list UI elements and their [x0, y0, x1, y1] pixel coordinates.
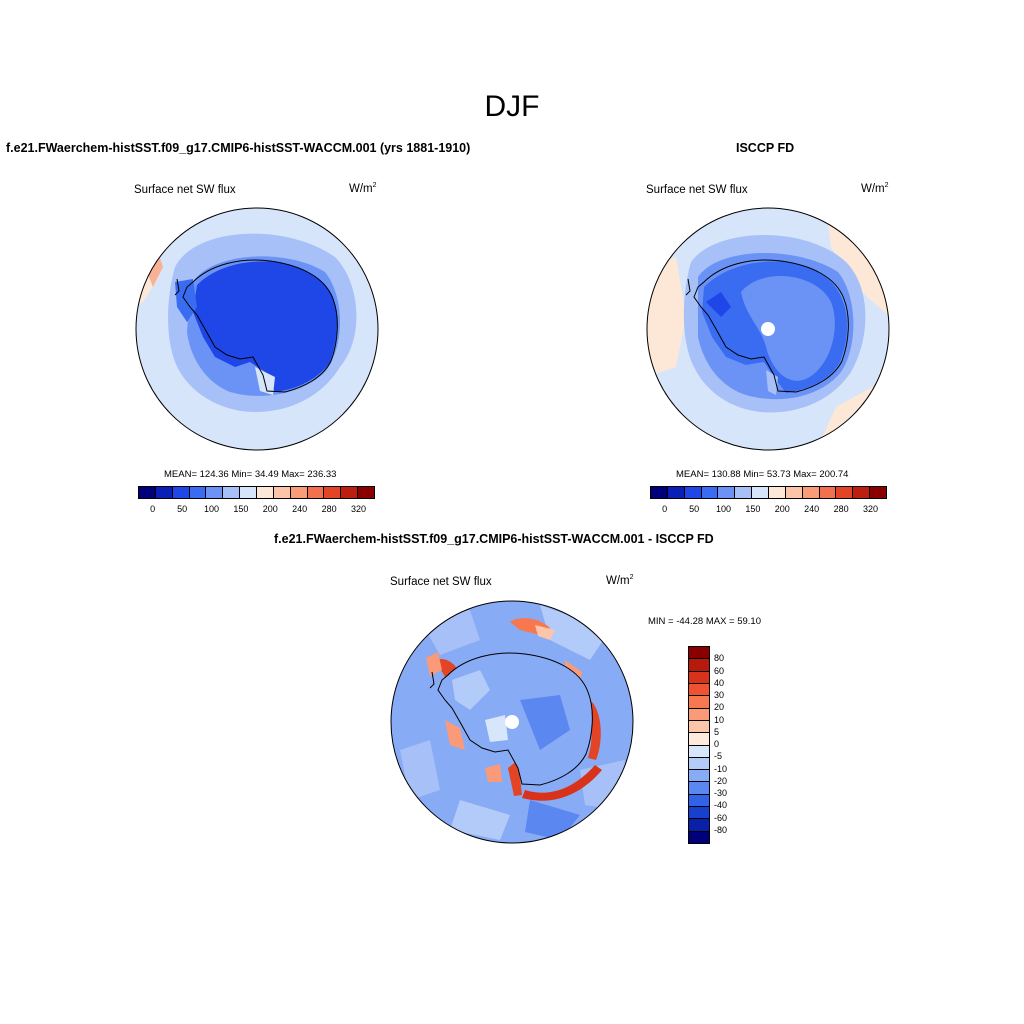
colorbar-cell [155, 487, 173, 498]
panel-3-title: f.e21.FWaerchem-histSST.f09_g17.CMIP6-hi… [274, 532, 714, 546]
panel-2-stats: MEAN= 130.88 Min= 53.73 Max= 200.74 [676, 469, 849, 480]
colorbar-cell [689, 831, 709, 843]
panel-1-stats: MEAN= 124.36 Min= 34.49 Max= 236.33 [164, 469, 337, 480]
colorbar-cell [689, 757, 709, 771]
colorbar-cell [240, 487, 258, 498]
colorbar-cell [785, 487, 803, 498]
panel-2-colorbar-labels: 0 50 100 150 200 240 280 320 [650, 504, 885, 516]
panel-3-colorbar [688, 646, 710, 844]
colorbar-cell [689, 671, 709, 684]
panel-1-colorbar-label: 100 [203, 504, 220, 514]
panel-3-units: W/m2 [606, 574, 634, 587]
colorbar-cell [139, 487, 156, 498]
colorbar-cell [651, 487, 668, 498]
colorbar-cell [689, 659, 709, 672]
colorbar-cell [689, 733, 709, 746]
colorbar-cell [769, 487, 786, 498]
colorbar-cell [870, 487, 887, 498]
panel-2-variable-label: Surface net SW flux [646, 184, 748, 196]
colorbar-cell [684, 487, 702, 498]
panel-1-colorbar-labels: 0 50 100 150 200 240 280 320 [138, 504, 373, 516]
panel-1-colorbar-label: 280 [321, 504, 337, 514]
panel-2-colorbar-label: 150 [745, 504, 761, 514]
panel-1-polar-map [135, 207, 379, 451]
panel-1-colorbar-label: 240 [292, 504, 308, 514]
colorbar-cell [206, 487, 224, 498]
panel-1-colorbar-label: 320 [350, 504, 367, 514]
panel-1-variable-label: Surface net SW flux [134, 184, 236, 196]
panel-2-colorbar-label: 320 [862, 504, 879, 514]
panel-2-colorbar-label: 0 [662, 504, 668, 514]
panel-2-title: ISCCP FD [736, 141, 795, 155]
panel-3-colorbar-label: -5 [714, 751, 723, 762]
panel-3-colorbar-label: 5 [714, 726, 720, 737]
colorbar-cell [307, 487, 325, 498]
colorbar-cell [223, 487, 241, 498]
colorbar-cell [735, 487, 753, 498]
panel-1-colorbar-label: 50 [177, 504, 188, 514]
colorbar-cell [189, 487, 207, 498]
panel-3-colorbar-label: 80 [714, 653, 725, 664]
colorbar-cell [689, 794, 709, 808]
panel-2-colorbar-label: 50 [689, 504, 700, 514]
colorbar-cell [689, 770, 709, 783]
panel-2-colorbar-label: 240 [804, 504, 820, 514]
panel-1-colorbar-label: 0 [150, 504, 156, 514]
panel-1-units: W/m2 [349, 182, 377, 195]
colorbar-cell [172, 487, 190, 498]
colorbar-cell [752, 487, 770, 498]
panel-1-colorbar [138, 486, 375, 499]
colorbar-cell [689, 696, 709, 709]
panel-3-colorbar-label: 30 [714, 690, 725, 700]
panel-1-colorbar-label: 150 [233, 504, 249, 514]
panel-2-units: W/m2 [861, 182, 889, 195]
colorbar-cell [689, 807, 709, 820]
panel-3-variable-label: Surface net SW flux [390, 576, 492, 588]
colorbar-cell [689, 708, 709, 721]
panel-3-colorbar-label: 60 [714, 665, 725, 676]
colorbar-cell [836, 487, 854, 498]
colorbar-cell [689, 745, 709, 758]
colorbar-cell [853, 487, 871, 498]
panel-3-colorbar-label: 20 [714, 702, 725, 713]
panel-2-colorbar-label: 100 [715, 504, 732, 514]
colorbar-cell [689, 683, 709, 697]
colorbar-cell [290, 487, 308, 498]
panel-3-colorbar-label: -10 [714, 763, 728, 774]
panel-3-colorbar-label: -60 [714, 812, 728, 823]
colorbar-cell [324, 487, 342, 498]
colorbar-cell [689, 647, 709, 660]
figure-title: DJF [484, 90, 540, 123]
colorbar-cell [341, 487, 359, 498]
panel-2-colorbar-label: 200 [774, 504, 790, 514]
colorbar-cell [689, 819, 709, 832]
panel-1-colorbar-label: 200 [262, 504, 278, 514]
colorbar-cell [689, 782, 709, 795]
panel-3-colorbar-label: 40 [714, 677, 725, 688]
panel-3-colorbar-labels: 80 60 40 30 20 10 5 0 -5 -10 -20 -30 -40… [714, 646, 754, 842]
panel-3-colorbar-label: -20 [714, 775, 728, 786]
panel-3-colorbar-label: -80 [714, 824, 728, 835]
colorbar-cell [701, 487, 719, 498]
panel-3-colorbar-label: -40 [714, 800, 728, 811]
colorbar-cell [689, 720, 709, 734]
colorbar-cell [802, 487, 820, 498]
panel-2-colorbar [650, 486, 887, 499]
colorbar-cell [718, 487, 736, 498]
colorbar-cell [358, 487, 375, 498]
panel-3-polar-map [390, 600, 634, 844]
panel-2-colorbar-label: 280 [833, 504, 849, 514]
colorbar-cell [667, 487, 685, 498]
panel-3-colorbar-label: 10 [714, 714, 725, 725]
colorbar-cell [273, 487, 291, 498]
panel-2-polar-map [646, 207, 890, 451]
panel-1-title: f.e21.FWaerchem-histSST.f09_g17.CMIP6-hi… [6, 141, 471, 155]
colorbar-cell [819, 487, 837, 498]
panel-3-colorbar-label: -30 [714, 788, 728, 798]
colorbar-cell [257, 487, 274, 498]
panel-3-stats: MIN = -44.28 MAX = 59.10 [648, 616, 762, 627]
panel-3-colorbar-label: 0 [714, 739, 720, 749]
